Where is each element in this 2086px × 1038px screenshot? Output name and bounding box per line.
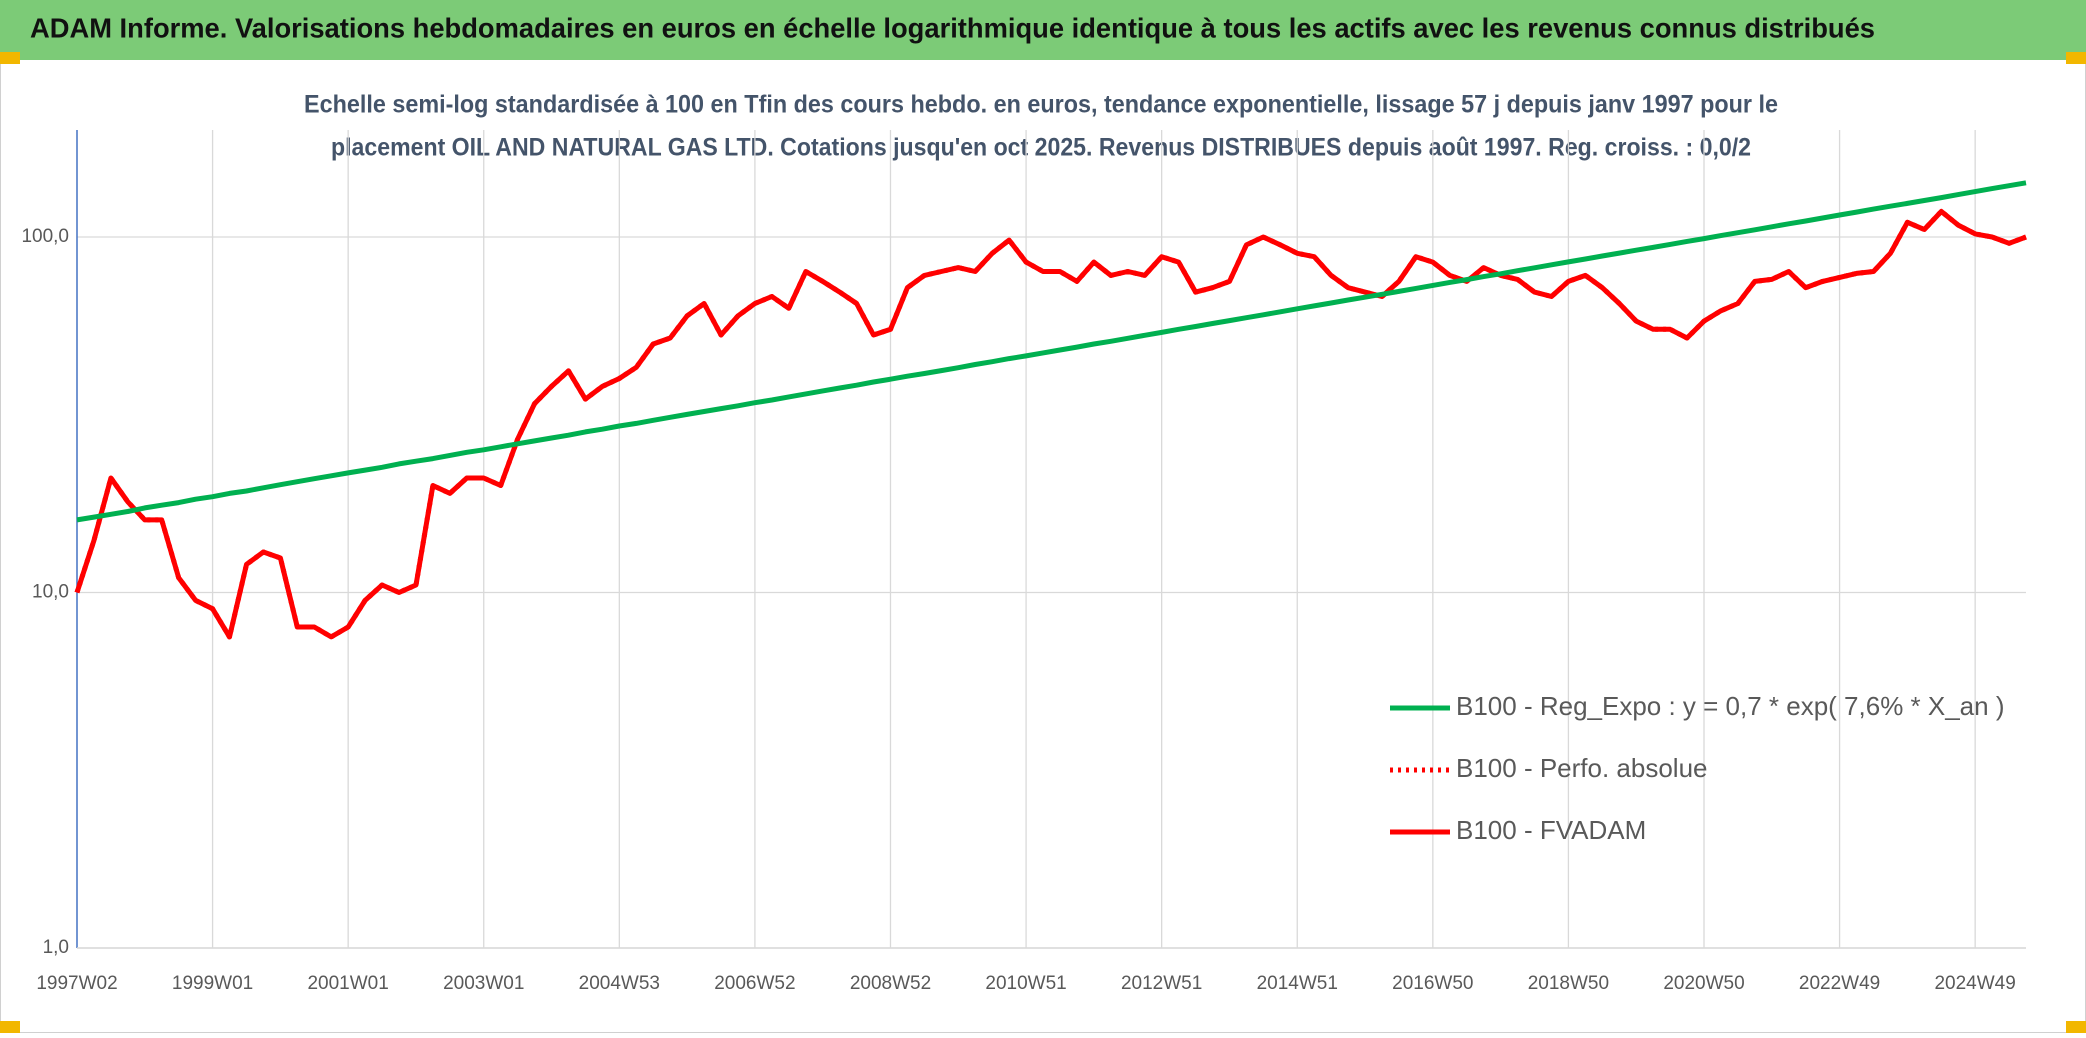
x-tick-label: 2016W50 <box>1392 973 1473 994</box>
header-bar <box>0 0 2086 60</box>
x-tick-label: 2006W52 <box>714 973 795 994</box>
chart-subtitle: Echelle semi-log standardisée à 100 en T… <box>304 91 1778 119</box>
legend-label: B100 - Reg_Expo : y = 0,7 * exp( 7,6% * … <box>1456 691 2005 721</box>
series-line <box>74 208 2027 640</box>
x-tick-label: 2020W50 <box>1663 973 1744 994</box>
x-tick-label: 2010W51 <box>985 973 1066 994</box>
y-tick-label: 100,0 <box>21 226 69 247</box>
x-tick-label: 2018W50 <box>1528 973 1609 994</box>
corner-mark <box>0 1021 20 1033</box>
x-tick-label: 2012W51 <box>1121 973 1202 994</box>
x-tick-label: 2003W01 <box>443 973 524 994</box>
x-tick-label: 2014W51 <box>1257 973 1338 994</box>
legend-label: B100 - FVADAM <box>1456 815 1646 845</box>
x-tick-label: 2001W01 <box>307 973 388 994</box>
x-tick-label: 2008W52 <box>850 973 931 994</box>
series-line <box>76 180 2027 523</box>
legend-label: B100 - Perfo. absolue <box>1456 753 1708 783</box>
x-tick-label: 2024W49 <box>1934 973 2015 994</box>
y-tick-label: 1,0 <box>43 937 69 958</box>
chart-title: ADAM Informe. Valorisations hebdomadaire… <box>30 12 1875 43</box>
x-tick-label: 1999W01 <box>172 973 253 994</box>
x-tick-label: 2004W53 <box>579 973 660 994</box>
x-tick-label: 2022W49 <box>1799 973 1880 994</box>
x-tick-label: 1997W02 <box>36 973 117 994</box>
corner-mark <box>2066 52 2086 64</box>
corner-mark <box>2066 1021 2086 1033</box>
y-tick-label: 10,0 <box>32 582 69 603</box>
corner-mark <box>0 52 20 64</box>
chart-subtitle: placement OIL AND NATURAL GAS LTD. Cotat… <box>331 134 1751 162</box>
